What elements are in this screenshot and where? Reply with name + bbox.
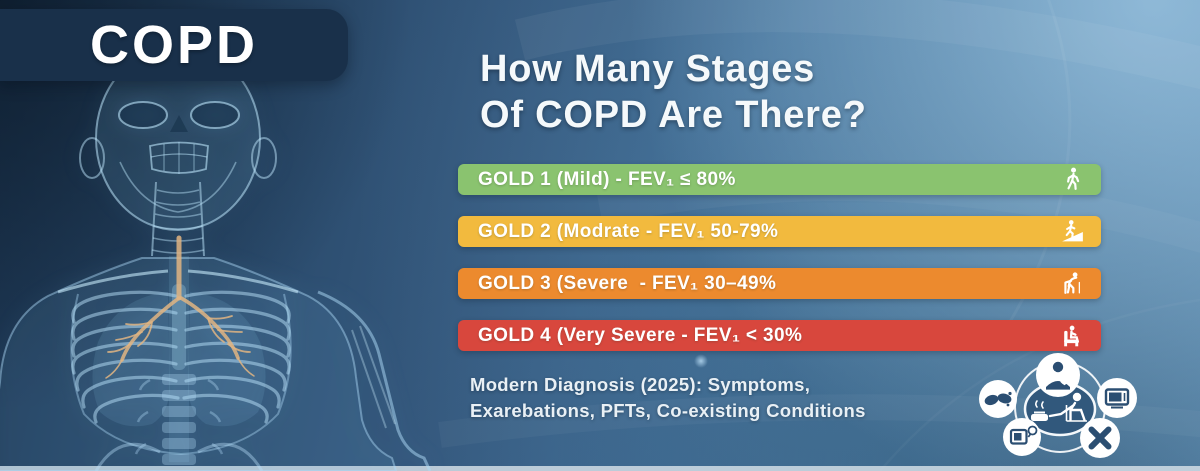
stage-label-gold-4: GOLD 4 (Very Severe - FEV₁ < 30% bbox=[478, 324, 803, 346]
stage-label-gold-3: GOLD 3 (Severe - FEV₁ 30–49% bbox=[478, 272, 777, 294]
patient-heart-icon bbox=[1036, 353, 1080, 397]
seated-person-icon bbox=[1064, 325, 1080, 347]
modern-diagnosis-line-1: Modern Diagnosis (2025): Symptoms, bbox=[470, 374, 811, 395]
x-cross-icon bbox=[1080, 418, 1120, 458]
walking-person-icon bbox=[1067, 167, 1080, 190]
stage-bar-gold-4: GOLD 4 (Very Severe - FEV₁ < 30% bbox=[458, 320, 1101, 351]
page-title-line-2: Of COPD Are There? bbox=[480, 94, 867, 136]
copd-title-label: COPD bbox=[89, 15, 258, 75]
spirometer-device-icon bbox=[1003, 418, 1041, 456]
stage-bar-gold-1: GOLD 1 (Mild) - FEV₁ ≤ 80% bbox=[458, 164, 1101, 195]
lungs-icon bbox=[979, 380, 1017, 418]
elderly-person-with-cane-icon bbox=[1064, 272, 1080, 294]
page-title-line-1: How Many Stages bbox=[480, 48, 816, 90]
modern-diagnosis-line-2: Exarebations, PFTs, Co-existing Conditio… bbox=[470, 400, 866, 421]
modern-diagnosis-note: Modern Diagnosis (2025): Symptoms, Exare… bbox=[470, 372, 866, 424]
copd-title-badge: COPD bbox=[0, 9, 348, 81]
page-title: How Many Stages Of COPD Are There? bbox=[480, 46, 867, 138]
stage-bar-gold-2: GOLD 2 (Modrate - FEV₁ 50-79% bbox=[458, 216, 1101, 247]
stair-climbing-person-icon bbox=[1062, 220, 1083, 242]
stage-bar-gold-3: GOLD 3 (Severe - FEV₁ 30–49% bbox=[458, 268, 1101, 299]
glow-dot bbox=[694, 354, 708, 368]
stage-label-gold-1: GOLD 1 (Mild) - FEV₁ ≤ 80% bbox=[478, 168, 736, 190]
monitor-icon bbox=[1097, 378, 1137, 418]
diagnosis-cycle-diagram bbox=[979, 353, 1137, 458]
stage-label-gold-2: GOLD 2 (Modrate - FEV₁ 50-79% bbox=[478, 220, 779, 242]
bronchial-tree bbox=[105, 235, 255, 379]
